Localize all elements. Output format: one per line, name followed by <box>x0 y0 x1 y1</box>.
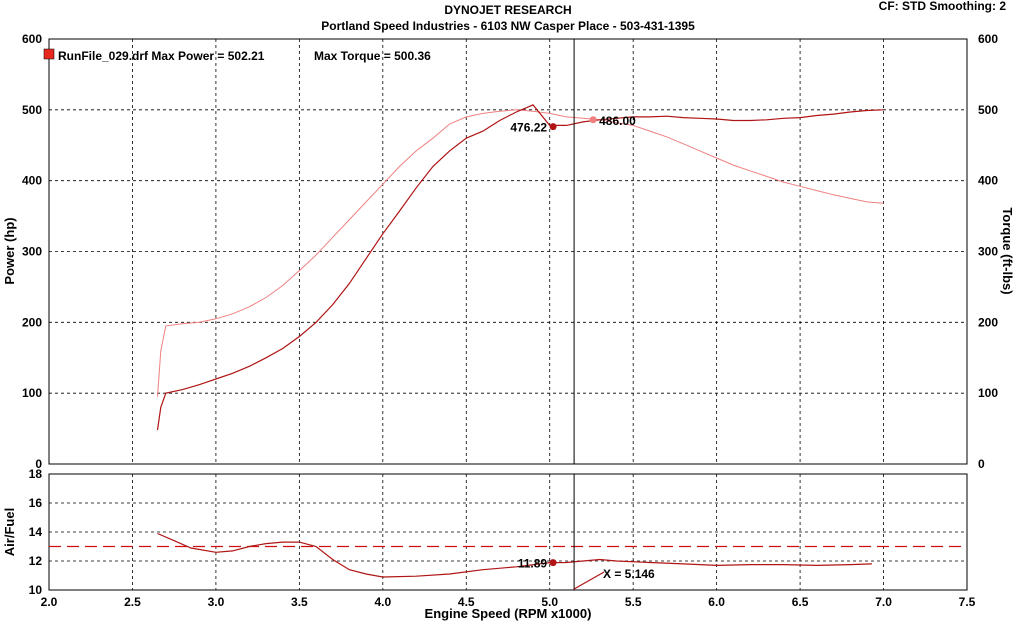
power-tick-label: 200 <box>22 315 42 329</box>
chart-title: DYNOJET RESEARCH <box>444 3 571 17</box>
power-tick-label: 400 <box>22 174 42 188</box>
torque-tick-label: 200 <box>978 315 998 329</box>
torque-tick-label: 100 <box>978 386 998 400</box>
x-axis-ticks: 2.0 2.5 3.0 3.5 4.0 4.5 5.0 5.5 6.0 6.5 7.0 7.5 <box>41 595 976 609</box>
chart-subtitle: Portland Speed Industries - 6103 NW Casp… <box>321 19 695 33</box>
torque-marker <box>589 116 597 124</box>
afr-series <box>49 474 967 590</box>
x-tick-label: 4.0 <box>374 595 391 609</box>
power-torque-series <box>156 39 884 464</box>
x-tick-label: 5.0 <box>541 595 558 609</box>
x-axis-title: Engine Speed (RPM x1000) <box>425 606 592 621</box>
x-tick-label: 5.5 <box>625 595 642 609</box>
x-tick-label: 6.5 <box>792 595 809 609</box>
torque-tick-label: 600 <box>978 32 998 46</box>
afr-tick-label: 10 <box>29 583 43 597</box>
power-tick-label: 0 <box>35 457 42 471</box>
torque-line <box>157 109 884 397</box>
x-tick-label: 3.5 <box>291 595 308 609</box>
afr-tick-label: 14 <box>29 525 43 539</box>
power-tick-label: 100 <box>22 386 42 400</box>
x-tick-label: 3.0 <box>208 595 225 609</box>
cursor-pointer <box>573 571 605 590</box>
afr-annotations: 11.89 <box>518 557 557 571</box>
x-tick-label: 7.0 <box>875 595 892 609</box>
torque-y-axis-ticks: 0 100 200 300 400 500 600 <box>978 32 998 471</box>
afr-panel-grid <box>49 474 967 590</box>
torque-tick-label: 500 <box>978 103 998 117</box>
afr-tick-label: 12 <box>29 554 43 568</box>
x-tick-label: 6.0 <box>708 595 725 609</box>
afr-value-label: 11.89 <box>518 557 548 571</box>
legend-run-label: RunFile_029.drf Max Power = 502.21 <box>58 49 265 63</box>
x-tick-label: 2.5 <box>124 595 141 609</box>
torque-axis-title: Torque (ft-lbs) <box>1000 207 1015 294</box>
power-value-label: 476.22 <box>510 121 547 135</box>
power-tick-label: 500 <box>22 103 42 117</box>
afr-y-axis-ticks: 10 12 14 16 18 <box>29 467 43 597</box>
torque-tick-label: 400 <box>978 174 998 188</box>
afr-tick-label: 18 <box>29 467 43 481</box>
x-tick-label: 2.0 <box>41 595 58 609</box>
power-line <box>156 104 884 431</box>
legend-marker <box>43 48 55 60</box>
power-tick-label: 300 <box>22 245 42 259</box>
power-tick-label: 600 <box>22 32 42 46</box>
power-y-axis-ticks: 0 100 200 300 400 500 600 <box>22 32 42 471</box>
power-torque-annotations: 476.22 486.00 <box>510 114 636 135</box>
afr-tick-label: 16 <box>29 496 43 510</box>
afr-axis-title: Air/Fuel <box>2 508 17 556</box>
legend-torque-label: Max Torque = 500.36 <box>314 49 431 63</box>
power-panel-grid <box>49 39 967 464</box>
afr-line <box>157 532 872 578</box>
afr-marker <box>549 559 557 567</box>
correction-factor-label: CF: STD Smoothing: 2 <box>879 0 1007 13</box>
power-marker <box>549 123 557 131</box>
x-tick-label: 7.5 <box>959 595 976 609</box>
cursor-readout: X = 5.146 <box>603 567 655 581</box>
torque-tick-label: 0 <box>978 457 985 471</box>
power-axis-title: Power (hp) <box>2 217 17 284</box>
x-tick-label: 4.5 <box>458 595 475 609</box>
torque-value-label: 486.00 <box>599 114 636 128</box>
torque-tick-label: 300 <box>978 245 998 259</box>
